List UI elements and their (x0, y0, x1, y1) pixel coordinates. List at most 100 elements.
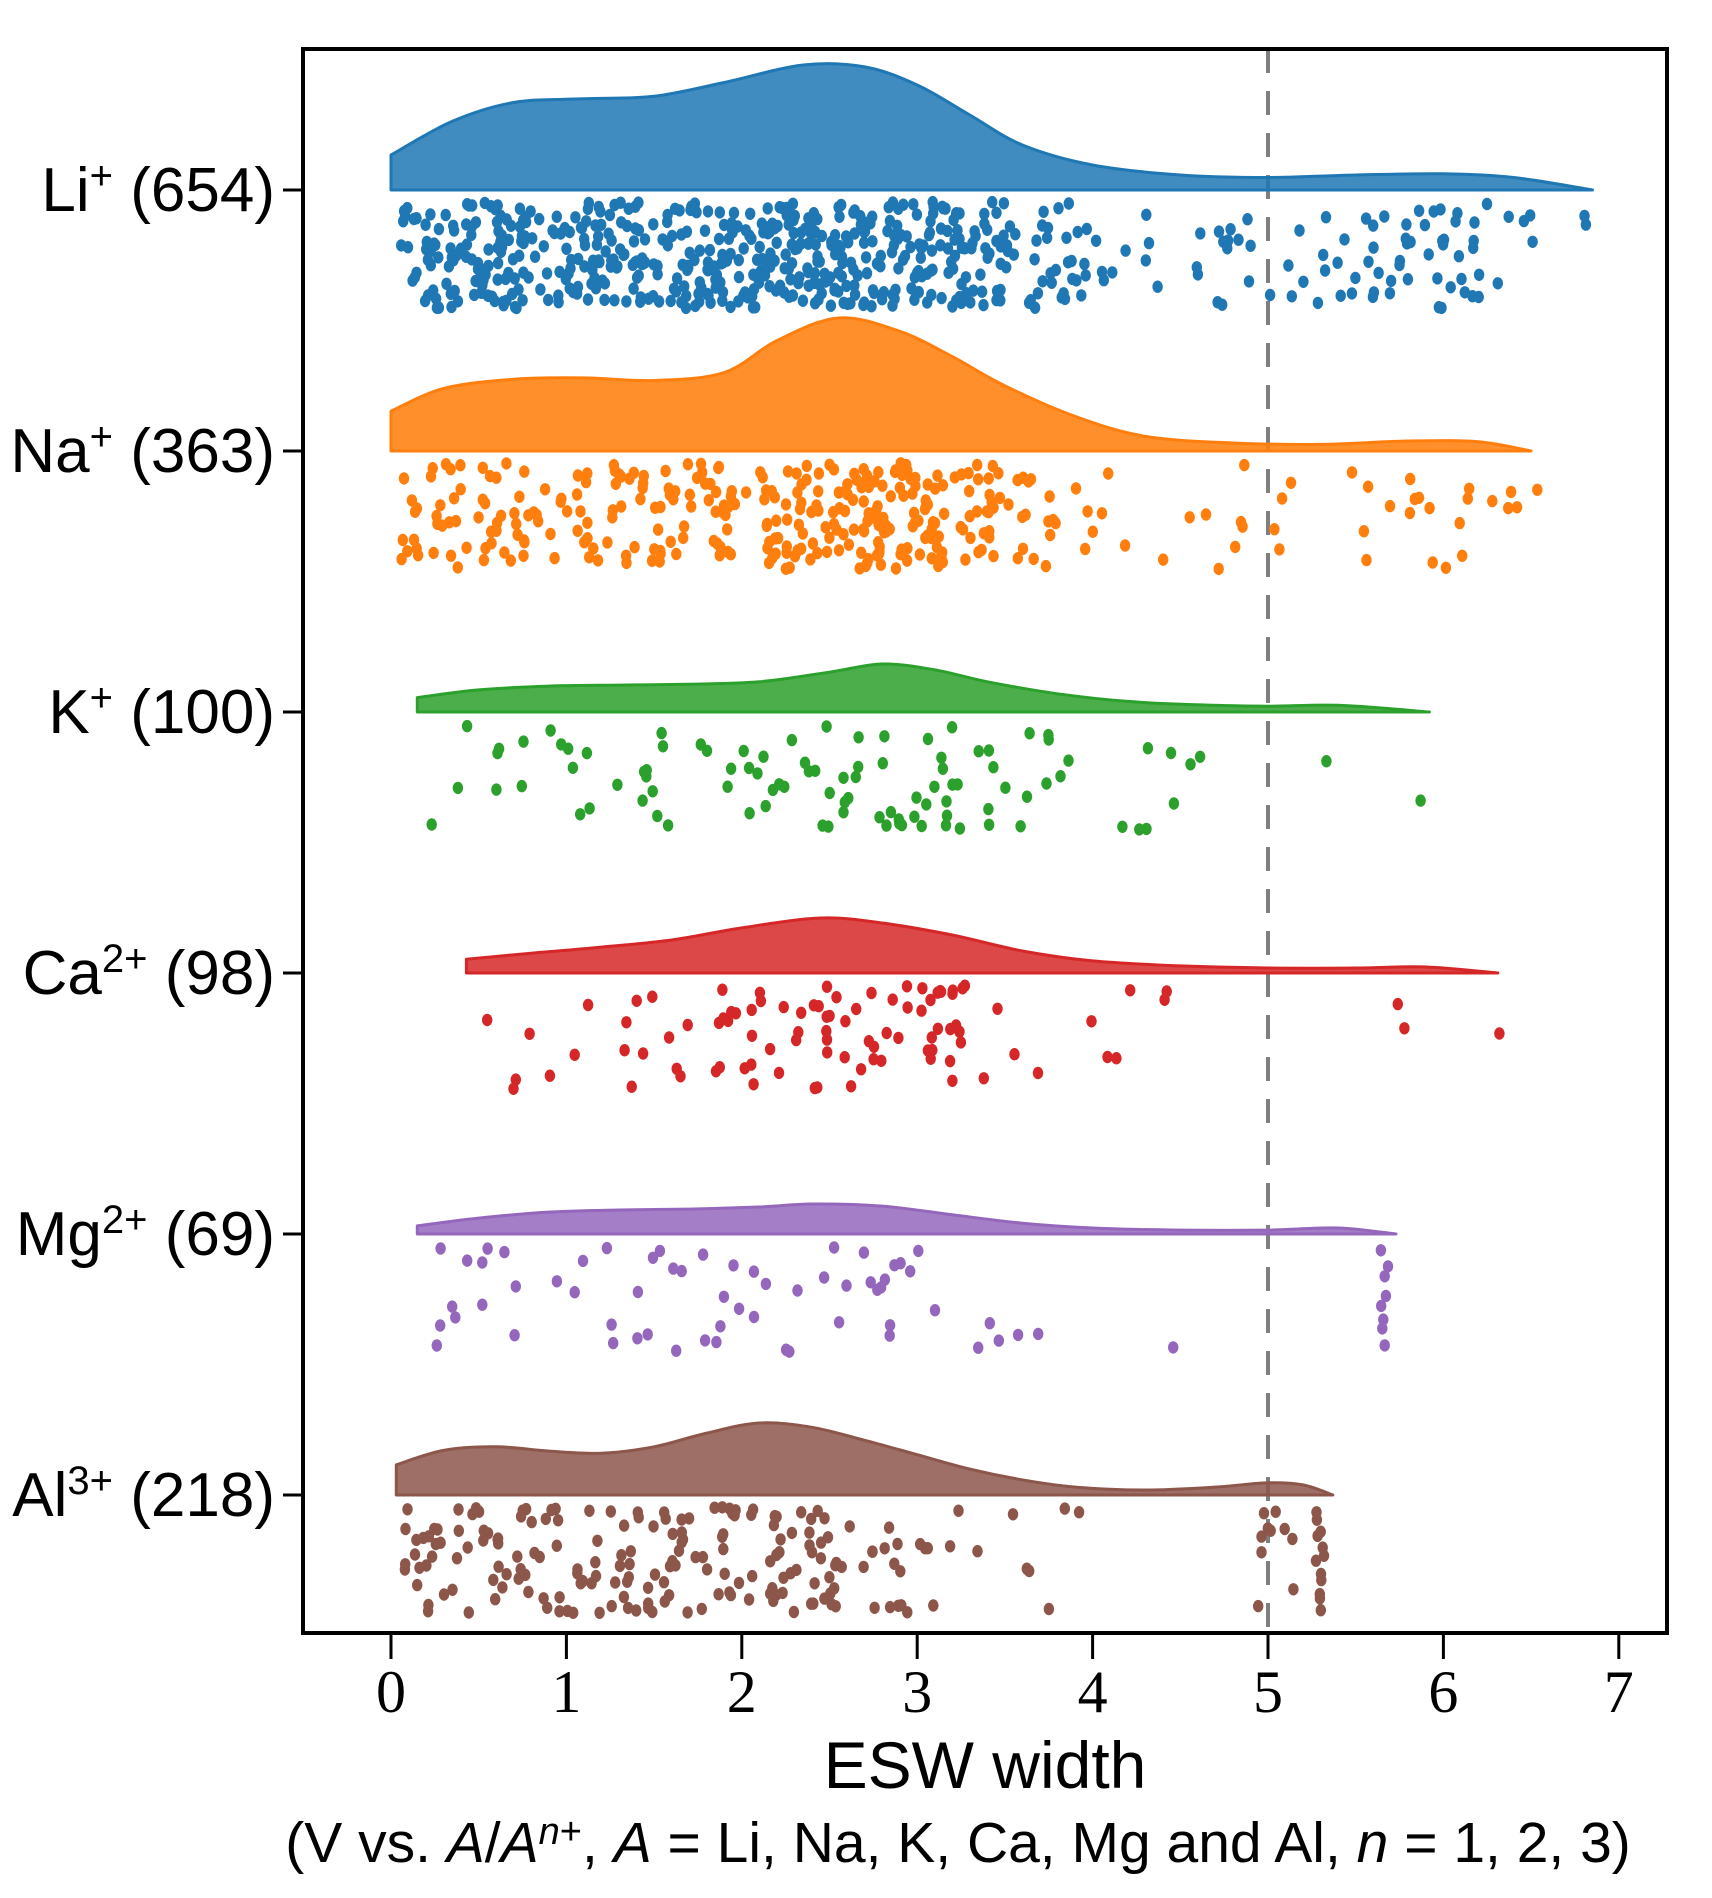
data-point (921, 798, 932, 811)
data-point (936, 291, 947, 305)
series-li: Li+ (654) (41, 62, 1594, 315)
data-point (579, 238, 591, 252)
data-point (953, 1504, 964, 1517)
data-point (568, 285, 579, 299)
data-point (994, 491, 1006, 505)
data-point (1111, 1052, 1122, 1065)
data-point (1256, 1530, 1267, 1543)
data-point (775, 1533, 786, 1546)
data-point (973, 745, 984, 758)
data-point (619, 1044, 630, 1057)
data-point (701, 744, 713, 757)
data-point (602, 536, 613, 549)
data-point (615, 196, 626, 209)
data-point (495, 240, 506, 253)
data-point (1023, 475, 1034, 488)
data-point (740, 224, 751, 237)
data-point (1195, 227, 1206, 240)
data-point (886, 246, 898, 259)
data-point (1456, 272, 1467, 286)
data-point (449, 284, 460, 298)
data-point (938, 507, 950, 520)
data-point (430, 238, 441, 252)
data-point (871, 549, 883, 562)
data-point (762, 202, 773, 215)
series-na: Na+ (363) (10, 316, 1543, 576)
data-point (1243, 275, 1255, 288)
data-point (836, 270, 847, 283)
data-point (668, 282, 680, 295)
data-point (822, 1046, 833, 1059)
data-point (422, 253, 434, 266)
data-point (632, 1285, 644, 1299)
data-point (774, 283, 786, 296)
x-tick-label-1: 1 (551, 1659, 581, 1725)
data-point (479, 497, 491, 510)
data-point (976, 285, 988, 298)
data-point (1058, 287, 1069, 300)
data-point (647, 1251, 659, 1265)
data-point (963, 466, 974, 480)
data-point (771, 236, 782, 249)
data-point (722, 780, 733, 793)
data-point (633, 1511, 644, 1524)
data-point (518, 735, 529, 748)
data-point (1023, 296, 1035, 309)
data-point (764, 225, 775, 238)
data-point (710, 485, 722, 499)
data-point (1258, 1507, 1270, 1520)
data-point (780, 562, 792, 575)
data-point (517, 294, 528, 307)
data-point (545, 724, 556, 737)
data-point (733, 295, 744, 308)
data-point (1415, 794, 1426, 807)
data-point (821, 980, 833, 993)
data-point (584, 551, 595, 564)
data-point (745, 207, 756, 220)
data-point (542, 1601, 553, 1615)
data-point (873, 466, 884, 479)
data-point (1003, 498, 1014, 511)
data-point (747, 301, 759, 314)
data-point (914, 548, 926, 561)
data-point (861, 267, 873, 280)
data-point (428, 546, 439, 560)
data-point (979, 207, 990, 221)
data-point (982, 223, 993, 236)
data-point (1192, 268, 1204, 281)
data-point (590, 219, 601, 232)
data-point (1503, 210, 1514, 223)
data-point (941, 809, 953, 822)
data-point (708, 534, 719, 548)
data-point (913, 264, 924, 278)
data-point (1253, 1599, 1264, 1613)
data-point (877, 757, 888, 770)
data-point (1076, 289, 1087, 302)
data-point (1427, 556, 1438, 569)
data-point (893, 1599, 904, 1613)
data-point (849, 279, 860, 292)
data-point (915, 1537, 926, 1551)
data-point (725, 247, 736, 261)
data-point (858, 463, 869, 476)
data-point (940, 819, 952, 832)
data-point (469, 288, 480, 302)
data-point (668, 1262, 679, 1275)
data-point (1066, 254, 1077, 268)
data-point (455, 459, 466, 472)
data-point (462, 198, 473, 211)
data-point (694, 276, 705, 289)
data-point (1379, 210, 1390, 223)
data-point (746, 1029, 758, 1043)
data-point (1024, 727, 1035, 740)
data-point (820, 521, 831, 534)
data-point (490, 1593, 501, 1606)
data-point (689, 253, 700, 267)
data-point (851, 1002, 862, 1016)
data-point (839, 504, 851, 518)
data-point (881, 1026, 892, 1040)
data-point (674, 204, 685, 217)
data-point (860, 251, 872, 264)
data-point (992, 1002, 1003, 1015)
